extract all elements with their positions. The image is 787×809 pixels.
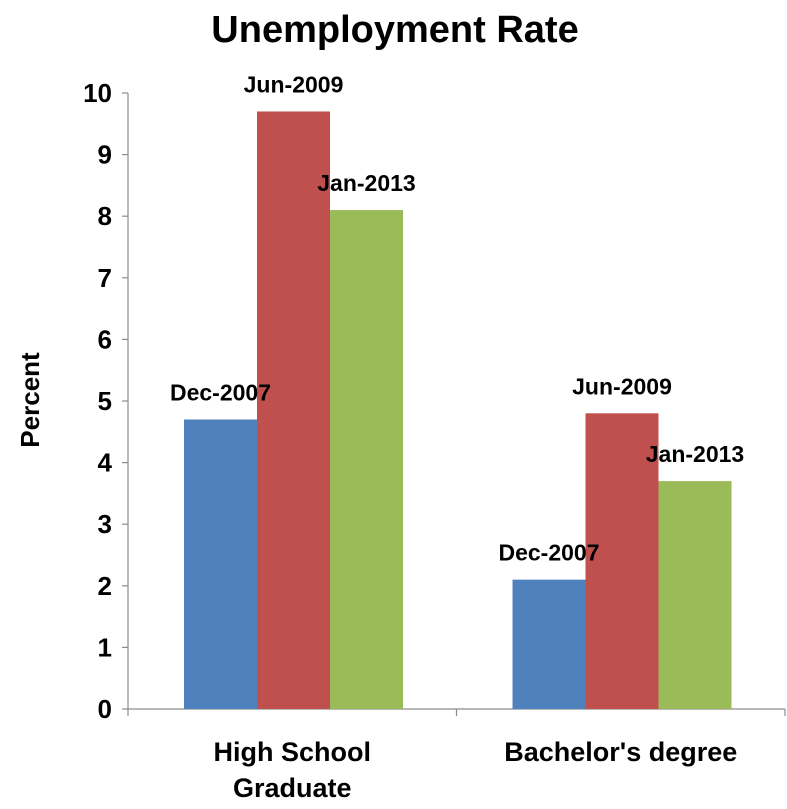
y-tick-label: 5 [98, 386, 112, 416]
bar-jun-2009 [585, 413, 659, 709]
x-category-label: Bachelor's degree [504, 737, 737, 767]
bar-data-label: Jan-2013 [646, 441, 744, 467]
bar-data-label: Jun-2009 [244, 71, 344, 97]
y-tick-label: 10 [83, 78, 112, 108]
chart-title: Unemployment Rate [211, 9, 578, 51]
y-tick-label: 0 [98, 694, 112, 724]
x-axis [127, 708, 786, 716]
data-labels-group: Dec-2007 Jun-2009 Jan-2013 Dec-2007 Jun-2009… [170, 71, 744, 565]
bars-group [184, 111, 732, 710]
x-category-label-line: Bachelor's degree [504, 737, 737, 767]
x-category-label-line: Graduate [233, 773, 352, 803]
y-tick-label: 9 [98, 140, 112, 170]
y-tick-label: 7 [98, 263, 112, 293]
y-axis: 0 1 2 3 4 5 6 7 8 9 10 [83, 78, 129, 724]
y-tick-label: 1 [98, 632, 112, 662]
y-tick-label: 3 [98, 509, 112, 539]
bar-data-label: Dec-2007 [170, 379, 271, 405]
x-category-label: High School Graduate [214, 737, 372, 803]
category-labels-group: High School Graduate Bachelor's degree [214, 737, 738, 803]
bar-dec-2007 [512, 579, 586, 709]
bar-data-label: Jan-2013 [317, 170, 415, 196]
x-category-label-line: High School [214, 737, 372, 767]
y-axis-title: Percent [15, 352, 45, 448]
y-tick-label: 4 [98, 448, 113, 478]
y-tick-label: 8 [98, 201, 112, 231]
bar-data-label: Jun-2009 [572, 373, 672, 399]
bar-jun-2009 [257, 111, 330, 710]
bar-jan-2013 [658, 481, 732, 709]
y-tick-label: 6 [98, 324, 112, 354]
bar-jan-2013 [330, 210, 403, 710]
bar-dec-2007 [184, 419, 257, 709]
y-tick-label: 2 [98, 571, 112, 601]
bar-data-label: Dec-2007 [498, 540, 599, 566]
